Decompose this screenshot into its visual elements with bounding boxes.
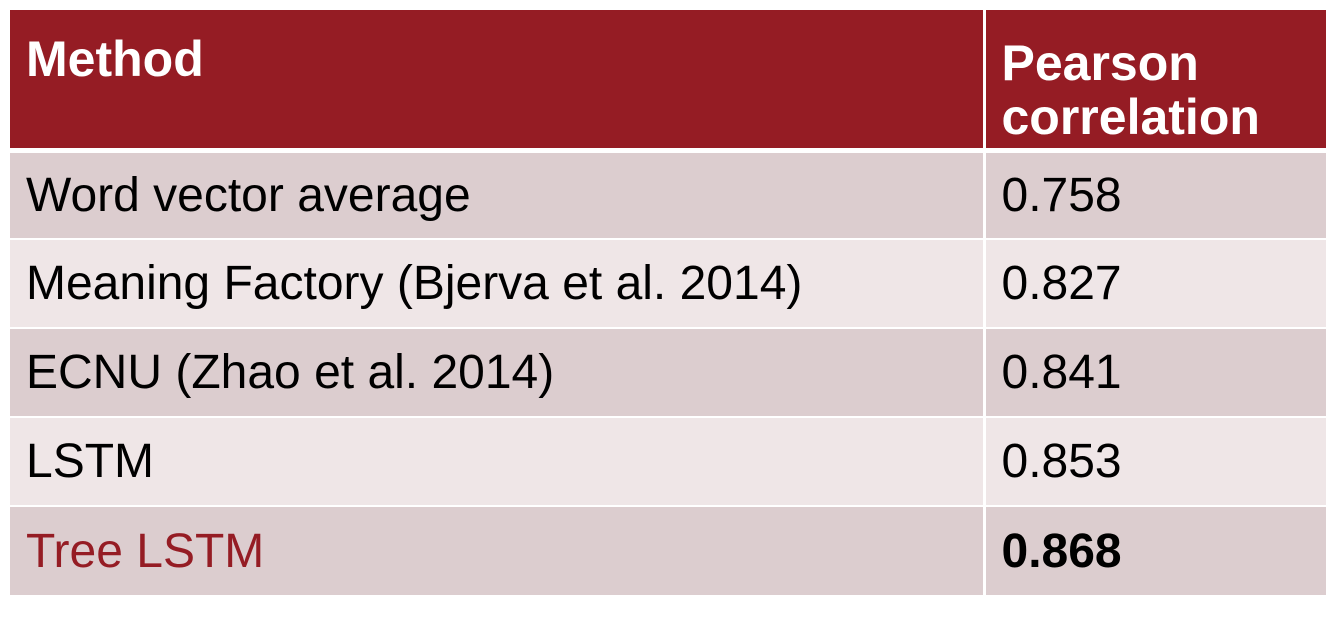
table-row: LSTM 0.853 bbox=[10, 416, 1326, 506]
table-row: Word vector average 0.758 bbox=[10, 149, 1326, 239]
method-cell: ECNU (Zhao et al. 2014) bbox=[10, 327, 984, 417]
results-table: Method Pearson correlation Word vector a… bbox=[10, 10, 1326, 595]
pearson-header-line2: correlation bbox=[1001, 89, 1260, 145]
method-cell: LSTM bbox=[10, 416, 984, 506]
score-cell: 0.841 bbox=[982, 327, 1326, 417]
method-cell: Meaning Factory (Bjerva et al. 2014) bbox=[10, 238, 984, 328]
method-cell-highlighted: Tree LSTM bbox=[10, 505, 984, 595]
table-row-highlighted: Tree LSTM 0.868 bbox=[10, 505, 1326, 595]
score-cell: 0.827 bbox=[982, 238, 1326, 328]
pearson-header-line1: Pearson bbox=[1001, 35, 1199, 91]
table-row: Meaning Factory (Bjerva et al. 2014) 0.8… bbox=[10, 238, 1326, 328]
method-cell: Word vector average bbox=[10, 149, 984, 239]
score-cell: 0.758 bbox=[982, 149, 1326, 239]
pearson-column-header: Pearson correlation bbox=[982, 10, 1326, 153]
results-table-container: Method Pearson correlation Word vector a… bbox=[10, 10, 1326, 620]
method-header-label: Method bbox=[26, 31, 204, 87]
header-row: Method Pearson correlation bbox=[10, 10, 1326, 153]
method-column-header: Method bbox=[10, 10, 984, 153]
score-cell-best: 0.868 bbox=[982, 505, 1326, 595]
table-row: ECNU (Zhao et al. 2014) 0.841 bbox=[10, 327, 1326, 417]
score-cell: 0.853 bbox=[982, 416, 1326, 506]
